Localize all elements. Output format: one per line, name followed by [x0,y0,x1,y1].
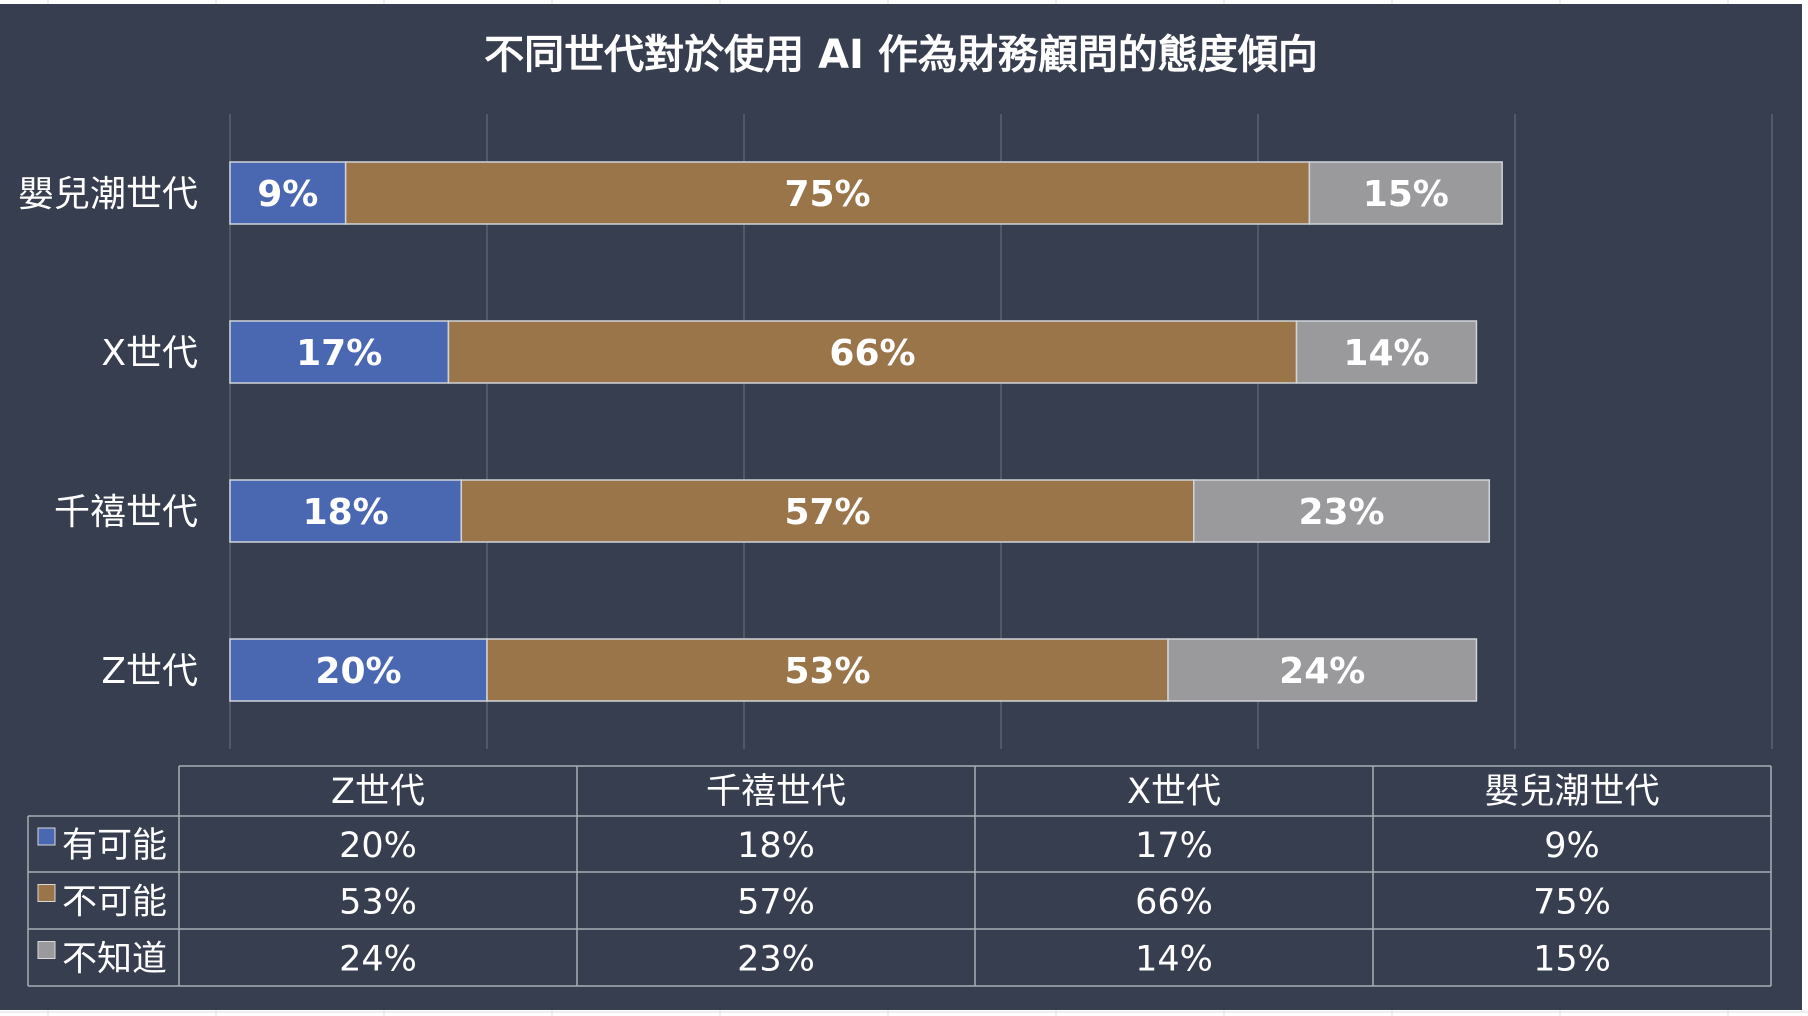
bar-segment [460,479,1195,543]
table-cell: 17% [1135,826,1213,866]
legend-label: 不知道 [62,940,167,980]
table-cell: 75% [1533,883,1611,923]
chart-title: 不同世代對於使用 AI 作為財務顧問的態度傾向 [484,32,1318,78]
table-cell: 53% [339,883,417,923]
data-label: 9% [257,174,318,215]
bar-segment [486,638,1169,702]
chart-area[interactable]: 不同世代對於使用 AI 作為財務顧問的態度傾向嬰兒潮世代 9% 75% 15% X世代 1… [0,4,1802,1010]
data-label: 23% [1298,492,1384,533]
data-label: 24% [1279,651,1365,692]
bar-segment [229,161,347,225]
table-column-header: Z世代 [331,772,425,812]
data-label: 15% [1363,174,1449,215]
data-label: 18% [303,492,389,533]
table-cell: 14% [1135,940,1213,980]
bar-segment [1167,638,1478,702]
bar-segment [1193,479,1491,543]
table-cell: 15% [1533,940,1611,980]
table-cell: 66% [1135,883,1213,923]
bar-segment [1308,161,1503,225]
table-cell: 57% [737,883,815,923]
table-cell: 20% [339,826,417,866]
bar-segment [229,320,450,384]
table-column-header: 嬰兒潮世代 [1484,772,1659,812]
data-label: 20% [315,651,401,692]
bar-segment [229,638,488,702]
table-cell: 24% [339,940,417,980]
data-label: 57% [784,492,870,533]
data-label: 17% [296,333,382,374]
category-label: 千禧世代 [54,492,198,533]
legend-key [37,941,56,959]
table-column-header: X世代 [1127,772,1221,812]
category-label: 嬰兒潮世代 [18,174,198,215]
category-label: Z世代 [101,651,198,692]
data-label: 75% [784,174,870,215]
bar-segment [344,161,1311,225]
table-column-header: 千禧世代 [706,772,846,812]
category-label: X世代 [101,333,198,374]
legend-key [37,827,56,846]
bar-segment [447,320,1298,384]
bar-segment [1295,320,1478,384]
legend-key [37,884,56,902]
table-cell: 18% [737,826,815,866]
table-cell: 9% [1544,826,1600,866]
bar-segment [229,479,463,543]
table-cell: 23% [737,940,815,980]
data-label: 53% [784,651,870,692]
data-label: 66% [829,333,915,374]
legend-label: 不可能 [62,883,167,923]
legend-label: 有可能 [62,826,167,866]
data-label: 14% [1343,333,1429,374]
